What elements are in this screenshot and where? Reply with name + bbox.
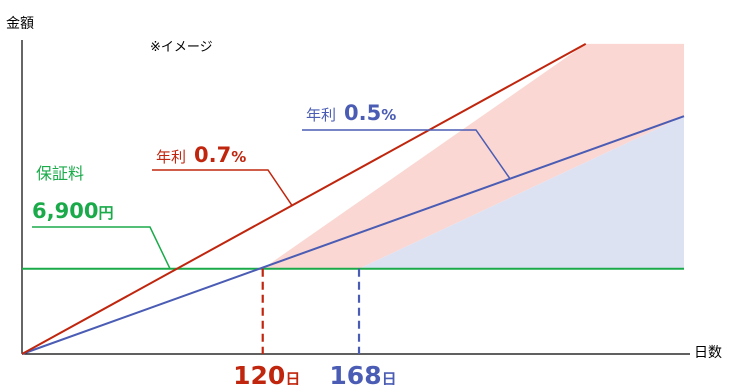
rate-0.7-unit: % xyxy=(231,148,246,166)
breakeven-168-unit: 日 xyxy=(382,370,397,385)
rate-0.7-number: 0.7 xyxy=(194,143,231,167)
fee-label: 保証料 xyxy=(36,164,84,183)
breakeven-120-unit: 日 xyxy=(285,370,300,385)
breakeven-label-168: 168日 xyxy=(329,361,396,385)
fee-label-leader xyxy=(32,227,170,269)
fee-amount: 6,900円 xyxy=(32,199,113,223)
rate-0.5-unit: % xyxy=(381,106,396,124)
rate-0.7-prefix: 年利 xyxy=(156,148,186,166)
rate-0.7-label: 年利 0.7% xyxy=(156,143,246,167)
fee-amount-unit: 円 xyxy=(98,204,113,222)
breakeven-120-number: 120 xyxy=(233,361,285,385)
y-axis-label: 金額 xyxy=(6,16,34,32)
rate-0.5-prefix: 年利 xyxy=(306,106,336,124)
x-axis-label: 日数 xyxy=(694,345,722,361)
rate-0.5-label: 年利 0.5% xyxy=(306,101,396,125)
rate-0.7-label-leader xyxy=(152,170,292,205)
rate-0.5-number: 0.5 xyxy=(344,101,381,125)
breakeven-168-number: 168 xyxy=(329,361,381,385)
image-note: ※イメージ xyxy=(150,40,213,55)
breakeven-label-120: 120日 xyxy=(233,361,300,385)
fee-amount-number: 6,900 xyxy=(32,199,98,223)
